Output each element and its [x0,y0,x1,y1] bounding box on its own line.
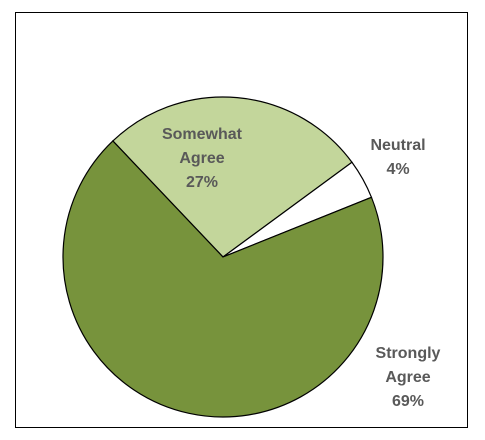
pie-percent-label: 69% [392,393,424,410]
pie-percent-label: 4% [386,161,409,178]
pie-category-label: Neutral [370,137,425,154]
pie-percent-label: 27% [186,174,218,191]
pie-labels: Somewhat Agree 27% Neutral 4% Strongly Agree 69… [162,126,441,410]
pie-category-label: Somewhat [162,126,243,143]
pie-category-label: Agree [385,369,430,386]
pie-slice-strongly-agree [62,140,384,418]
pie-slices [62,96,384,418]
pie-category-label: Agree [179,150,224,167]
pie-slice-somewhat-agree [112,96,353,258]
pie-category-label: Strongly [376,345,441,362]
